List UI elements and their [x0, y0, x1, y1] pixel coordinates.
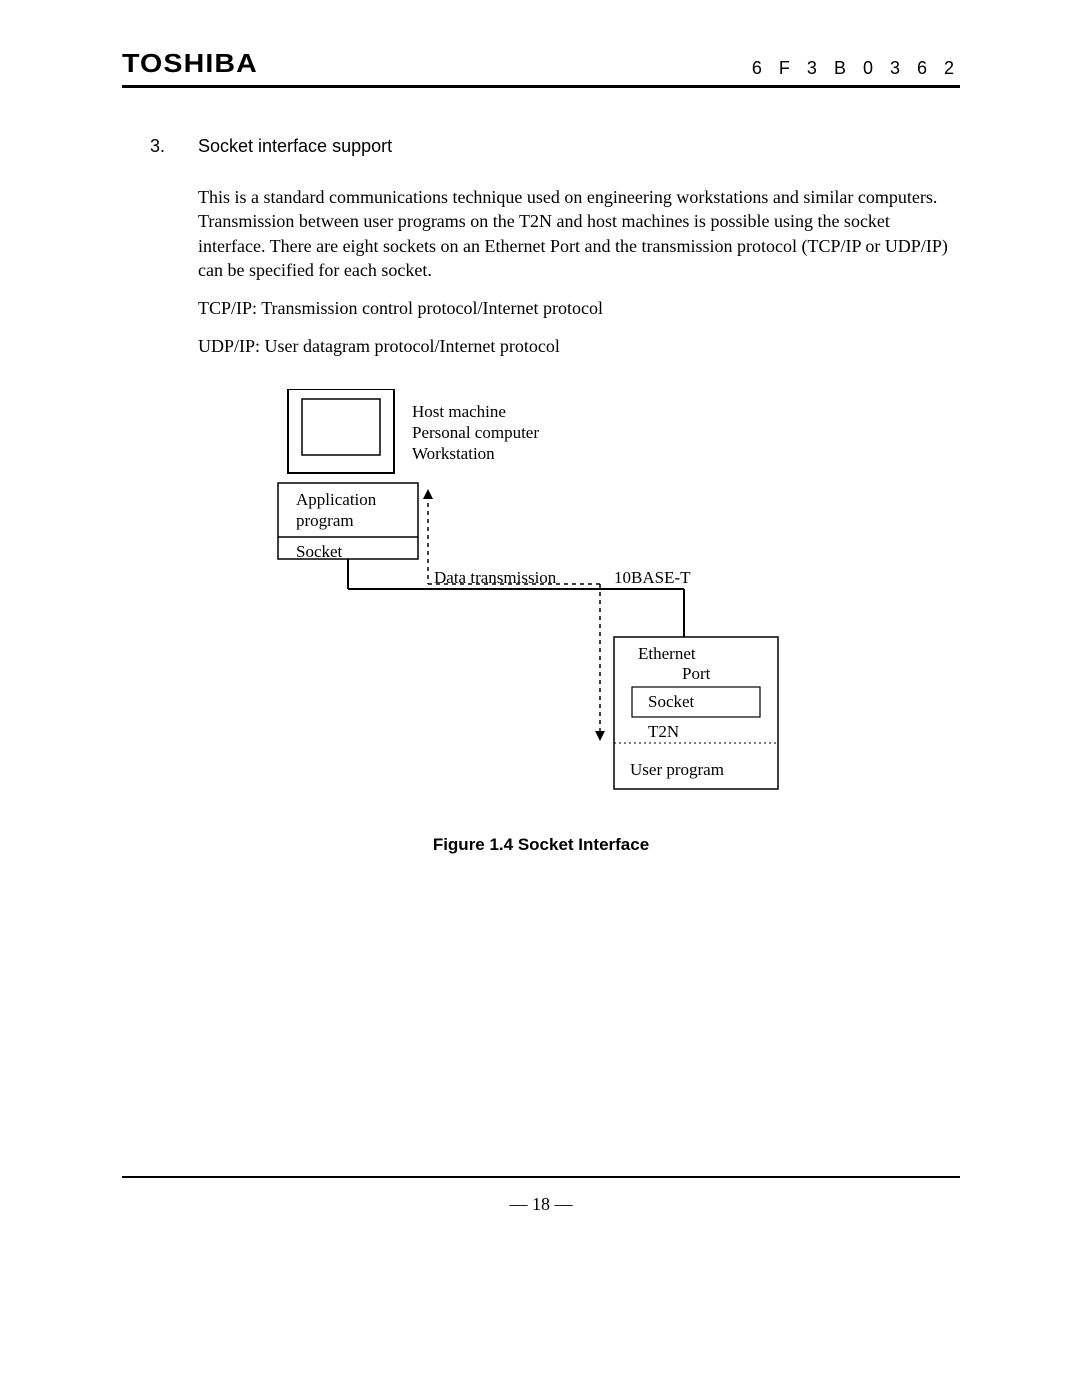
paragraph: This is a standard communications techni… — [198, 185, 960, 282]
text: program — [296, 511, 354, 530]
diagram-svg — [122, 389, 960, 819]
text: Application — [296, 490, 376, 509]
document-code: 6 F 3 B 0 3 6 2 — [752, 58, 960, 79]
body-text: This is a standard communications techni… — [198, 185, 960, 359]
text: Host machine — [412, 402, 506, 421]
label-host-machine: Host machine Personal computer Workstati… — [412, 401, 539, 465]
paragraph: UDP/IP: User datagram protocol/Internet … — [198, 334, 960, 358]
label-data-transmission: Data transmission — [434, 567, 556, 588]
page-content: TOSHIBA 6 F 3 B 0 3 6 2 3. Socket interf… — [122, 48, 960, 855]
label-port: Port — [682, 663, 710, 684]
section: 3. Socket interface support This is a st… — [122, 136, 960, 855]
paragraph: TCP/IP: Transmission control protocol/In… — [198, 296, 960, 320]
brand-logo: TOSHIBA — [122, 48, 258, 79]
page-footer: — 18 — — [122, 1176, 960, 1215]
section-heading: 3. Socket interface support — [150, 136, 960, 157]
label-10base-t: 10BASE-T — [614, 567, 691, 588]
section-number: 3. — [150, 136, 198, 157]
label-t2n: T2N — [648, 721, 679, 742]
label-application-program: Application program — [296, 489, 376, 532]
text: Personal computer — [412, 423, 539, 442]
label-ethernet: Ethernet — [638, 643, 696, 664]
page-header: TOSHIBA 6 F 3 B 0 3 6 2 — [122, 48, 960, 88]
page-number: — 18 — — [510, 1194, 573, 1214]
text: Workstation — [412, 444, 495, 463]
label-user-program: User program — [630, 759, 724, 780]
label-socket-host: Socket — [296, 541, 342, 562]
label-socket-t2n: Socket — [648, 691, 694, 712]
figure-caption: Figure 1.4 Socket Interface — [122, 835, 960, 855]
figure-diagram: Host machine Personal computer Workstati… — [122, 389, 960, 829]
section-title: Socket interface support — [198, 136, 392, 157]
